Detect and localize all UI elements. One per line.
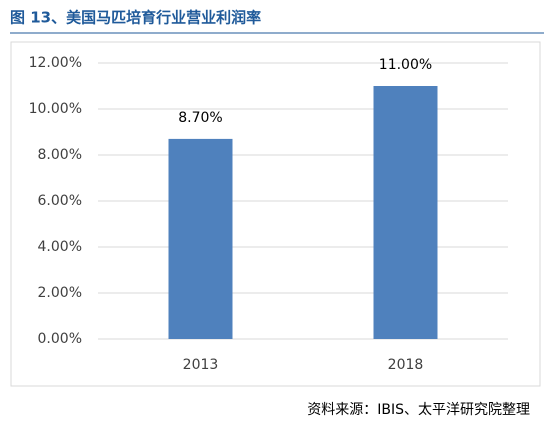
y-tick-label: 0.00% (38, 331, 82, 347)
chart-title: 图 13、美国马匹培育行业营业利润率 (10, 9, 261, 27)
y-tick-label: 4.00% (38, 239, 82, 255)
chart-frame (10, 41, 541, 387)
y-tick-label: 12.00% (29, 55, 82, 71)
value-label: 11.00% (379, 57, 432, 73)
y-tick-label: 6.00% (38, 193, 82, 209)
y-tick-label: 10.00% (29, 101, 82, 117)
x-tick-label: 2013 (183, 357, 219, 373)
value-label: 8.70% (178, 110, 222, 126)
bar (168, 138, 233, 339)
x-tick-label: 2018 (388, 357, 424, 373)
y-tick-label: 2.00% (38, 285, 82, 301)
y-tick-label: 8.00% (38, 147, 82, 163)
bar (373, 86, 438, 339)
source-note: 资料来源：IBIS、太平洋研究院整理 (307, 402, 530, 418)
